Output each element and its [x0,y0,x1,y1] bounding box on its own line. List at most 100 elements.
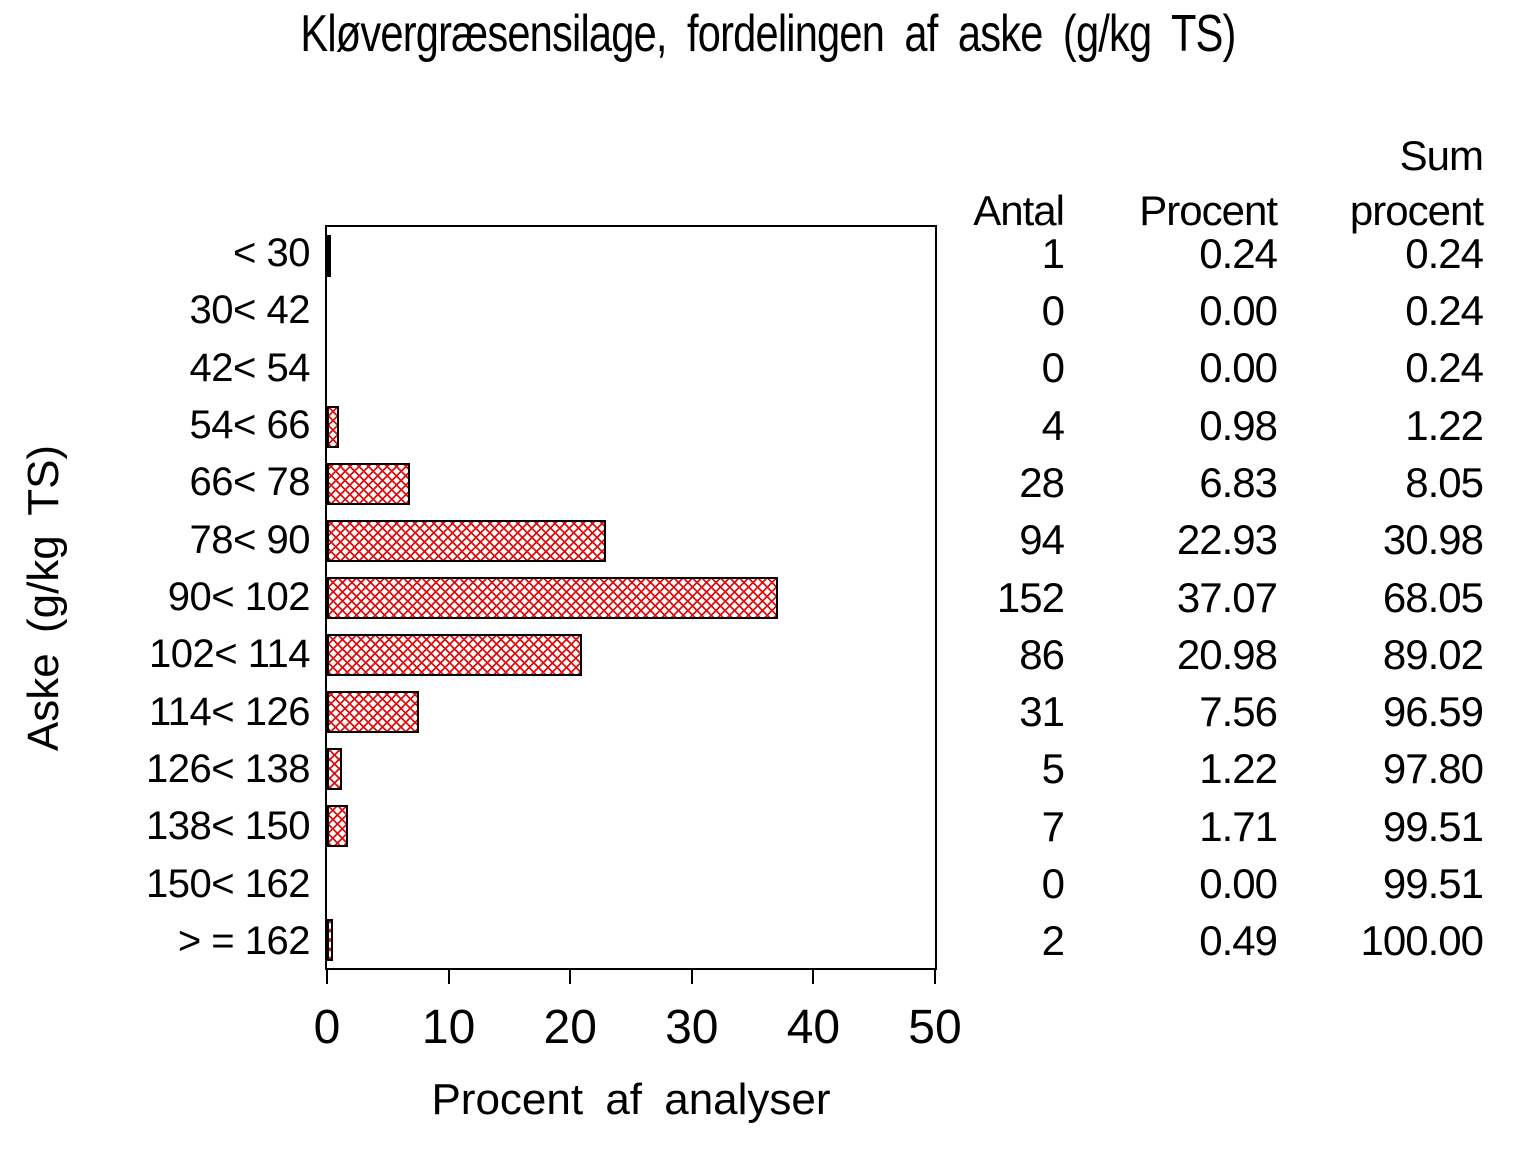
bar [327,462,411,505]
category-label: 126< 138 [146,746,310,791]
category-label: 114< 126 [149,689,310,734]
bar-row [327,455,935,512]
table-header-line2: Antal Procent procent [950,183,1484,238]
table-row: 4 0.98 1.22 [950,397,1484,454]
table-row: 31 7.56 96.59 [950,684,1484,741]
category-row: > = 162 [40,913,311,970]
table-cell-sum: 89.02 [1382,630,1484,678]
x-tick-label: 0 [313,1001,341,1054]
table-cell-antal: 2 [1041,917,1065,965]
category-label: 150< 162 [146,861,310,906]
x-tick [934,970,936,984]
category-row: 78< 90 [40,512,311,569]
table-cell-procent: 0.00 [1199,286,1278,334]
category-row: 30< 42 [40,282,311,339]
table-cell-procent: 1.22 [1199,745,1278,793]
table-cell-antal: 28 [1019,458,1065,506]
x-tick [812,970,815,984]
table-cell-antal: 86 [1019,630,1065,678]
header-sum-line2: procent [1349,186,1484,234]
bar-row [327,341,935,398]
table-cell-sum: 99.51 [1382,802,1484,850]
table-cell-procent: 0.98 [1199,401,1278,449]
bar [327,405,339,448]
bar [327,633,583,676]
plot-area [325,225,937,970]
bar-row [327,569,935,626]
table-cell-procent: 0.24 [1199,229,1278,277]
category-label: 90< 102 [167,575,311,620]
y-axis-category-labels: < 30 30< 42 42< 54 54< 66 66< 78 78< 90 90< 10… [40,225,310,970]
table-row: 28 6.83 8.05 [950,454,1484,511]
category-label: 30< 42 [189,288,311,333]
table-cell-sum: 99.51 [1382,860,1484,908]
header-procent: Procent [1139,186,1278,234]
header-sum-line1: Sum [1399,131,1484,179]
bar-row [327,797,935,854]
table-row: 152 37.07 68.05 [950,569,1484,626]
table-cell-antal: 1 [1041,229,1065,277]
category-label: 66< 78 [189,460,311,505]
bar-row [327,626,935,683]
table-row: 0 0.00 0.24 [950,282,1484,339]
category-label: 54< 66 [189,403,311,448]
table-cell-antal: 7 [1041,802,1065,850]
bar-row [327,398,935,455]
bar [327,234,331,277]
table-cell-sum: 1.22 [1405,401,1484,449]
bar-row [327,683,935,740]
table-row: 7 1.71 99.51 [950,798,1484,855]
x-tick [447,970,450,984]
bar-row [327,227,935,284]
category-row: 114< 126 [40,684,310,741]
x-tick [569,970,572,984]
bar-row [327,854,935,911]
table-header-line1: Sum [950,128,1484,183]
category-row: 102< 114 [40,626,310,683]
table-row: 94 22.93 30.98 [950,512,1484,569]
table-cell-sum: 30.98 [1382,516,1484,564]
chart-title: Kløvergræsensilage, fordelingen af aske … [300,5,1236,63]
x-tick-label: 10 [421,1001,476,1054]
table-cell-procent: 0.00 [1199,344,1278,392]
x-tick [326,970,328,984]
table-cell-antal: 5 [1041,745,1065,793]
table-cell-procent: 7.56 [1199,688,1278,736]
table-cell-antal: 31 [1019,688,1065,736]
category-label: 102< 114 [149,632,310,677]
x-tick-label: 20 [543,1001,597,1054]
table-cell-procent: 37.07 [1176,573,1278,621]
table-cell-sum: 68.05 [1382,573,1484,621]
category-label: 78< 90 [189,517,311,562]
table-cell-procent: 0.00 [1199,860,1278,908]
bar [327,747,342,790]
x-tick-label: 30 [665,1001,719,1054]
category-row: 90< 102 [40,569,311,626]
category-label: 42< 54 [189,345,311,390]
table-row: 5 1.22 97.80 [950,741,1484,798]
bar [327,690,419,733]
table-cell-sum: 0.24 [1405,229,1484,277]
x-axis-tick-labels: 0 10 20 30 40 50 [314,1000,962,1054]
table-row: 2 0.49 100.00 [950,913,1484,970]
table-cell-antal: 152 [996,573,1065,621]
table-cell-antal: 94 [1019,516,1065,564]
table-cell-procent: 20.98 [1176,630,1278,678]
table-row: 0 0.00 0.24 [950,340,1484,397]
x-axis-ticks [326,970,936,986]
table-row: 86 20.98 89.02 [950,626,1484,683]
category-row: 126< 138 [40,741,310,798]
table-cell-sum: 8.05 [1405,458,1484,506]
category-row: < 30 [40,225,310,282]
table-cell-antal: 0 [1041,344,1065,392]
bar [327,576,778,619]
category-row: 66< 78 [40,454,311,511]
table-cell-sum: 100.00 [1360,917,1484,965]
table-body: 1 0.24 0.24 0 0.00 0.24 0 0.00 0.24 4 0.98 1.22 28 6.… [950,225,1484,970]
table-header: Sum Antal Procent procent [950,128,1484,238]
table-cell-procent: 22.93 [1176,516,1278,564]
bar-row [327,740,935,797]
table-cell-sum: 0.24 [1405,344,1484,392]
table-row: 1 0.24 0.24 [950,225,1484,282]
